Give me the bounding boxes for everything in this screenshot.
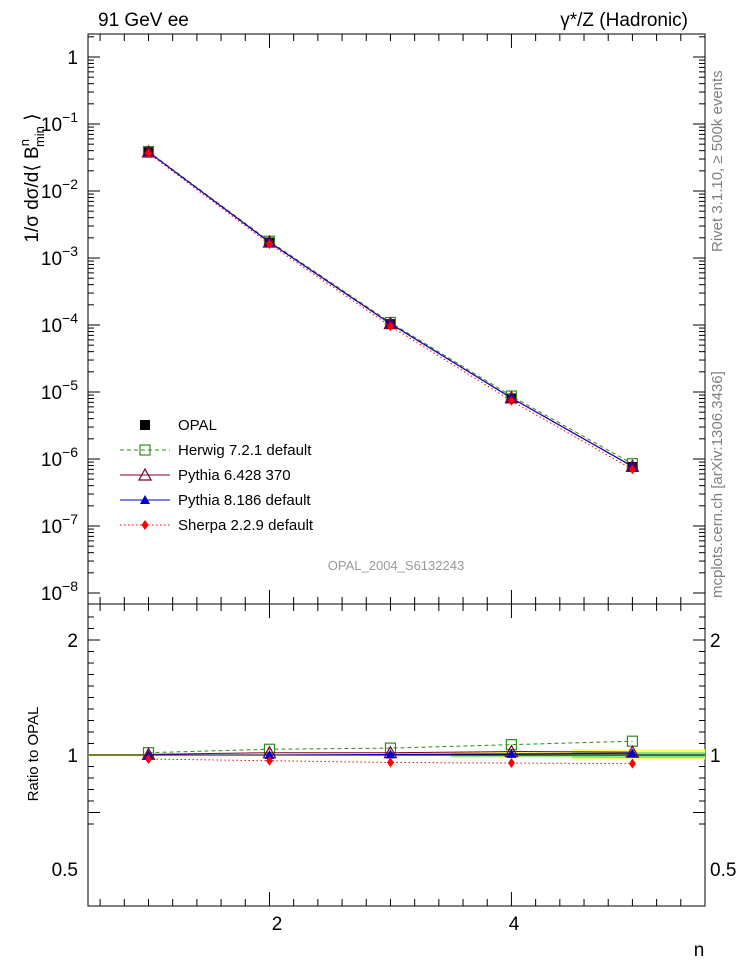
ratio-point-pythia8 (264, 750, 275, 759)
ratio-point-pythia8 (627, 748, 638, 758)
ratio-point-sherpa (507, 758, 515, 769)
ratio-line-sherpa (148, 758, 633, 765)
y-tick-label: 10−5 (41, 377, 78, 404)
analysis-id-watermark: OPAL_2004_S6132243 (328, 558, 464, 573)
y-tick-label: 10−7 (41, 511, 78, 538)
legend-marker-herwig (139, 444, 151, 456)
ratio-point-pythia8 (385, 749, 396, 759)
x-tick-label: 2 (272, 914, 283, 935)
legend-marker-pythia6 (137, 467, 153, 481)
energy-label: 91 GeV ee (98, 10, 189, 31)
ratio-y-tick-label: 1 (67, 746, 78, 767)
process-label: γ*/Z (Hadronic) (560, 10, 688, 31)
ratio-line-herwig (148, 740, 633, 754)
x-tick-label: 4 (509, 914, 520, 935)
ratio-y-tick-label-right: 2 (710, 631, 721, 652)
legend-label-opal: OPAL (178, 417, 217, 434)
y-tick-label: 10−4 (41, 310, 78, 337)
series-line-pythia6 (148, 151, 633, 467)
y-tick-label: 10−8 (41, 578, 78, 605)
mcplots-label: mcplots.cern.ch [arXiv:1306.3436] (709, 371, 726, 598)
data-point-sherpa (144, 148, 152, 159)
series-line-pythia8 (148, 151, 633, 468)
data-point-sherpa (628, 464, 636, 475)
ratio-y-tick-label-right: 0.5 (710, 860, 736, 881)
legend-label-pythia6: Pythia 6.428 370 (178, 467, 291, 484)
series-line-sherpa (148, 152, 633, 470)
main-series-layer (141, 144, 640, 475)
ratio-y-tick-label: 0.5 (52, 860, 78, 881)
legend: OPAL Herwig 7.2.1 default Pythia 6.428 3… (120, 417, 314, 534)
y-tick-label: 10−3 (41, 243, 78, 270)
series-line-herwig (148, 151, 633, 465)
data-point-sherpa (265, 239, 273, 250)
data-point-sherpa (507, 395, 515, 406)
ratio-y-axis-label: Ratio to OPAL (25, 707, 42, 802)
ratio-point-pythia8 (506, 748, 517, 758)
y-tick-label: 1 (67, 48, 78, 69)
y-tick-label: 10−6 (41, 444, 78, 471)
ratio-point-sherpa (144, 754, 152, 765)
legend-label-herwig: Herwig 7.2.1 default (178, 442, 312, 459)
x-axis-label: n (694, 940, 705, 961)
legend-label-pythia8: Pythia 8.186 default (178, 492, 311, 509)
legend-marker-sherpa (141, 520, 149, 530)
legend-label-sherpa: Sherpa 2.2.9 default (178, 517, 314, 534)
ratio-series-layer (141, 735, 640, 769)
ratio-y-tick-label-right: 1 (710, 746, 721, 767)
rivet-label: Rivet 3.1.10, ≥ 500k events (709, 70, 726, 252)
legend-marker-pythia8 (140, 495, 150, 504)
main-axis-ticks (88, 34, 705, 604)
ratio-point-sherpa (628, 758, 636, 769)
ratio-point-sherpa (265, 755, 273, 766)
y-tick-label: 10−2 (41, 176, 78, 203)
data-point-sherpa (386, 321, 394, 332)
legend-marker-opal (140, 420, 150, 430)
ratio-axis-ticks (88, 604, 705, 906)
main-y-axis-label: 1/σ dσ/d⟨ Bnmin ⟩ (17, 113, 47, 242)
ratio-y-tick-label: 2 (67, 631, 78, 652)
ratio-point-sherpa (386, 757, 394, 768)
